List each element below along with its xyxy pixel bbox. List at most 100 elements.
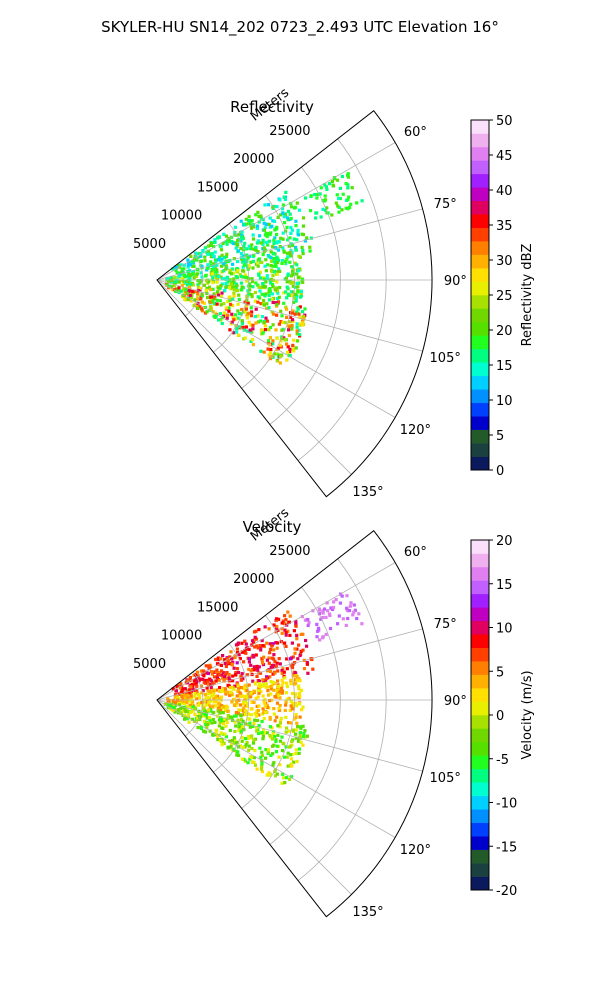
- radar-gate: [186, 258, 190, 262]
- radar-gate: [266, 263, 270, 267]
- radar-gate: [299, 740, 303, 744]
- radar-gate: [284, 644, 288, 648]
- radar-gate: [213, 270, 217, 274]
- radar-gate: [274, 262, 278, 267]
- radar-gate: [275, 313, 279, 317]
- radar-gate: [203, 246, 207, 250]
- radar-gate: [303, 307, 307, 311]
- radar-gate: [268, 232, 272, 237]
- radar-gate: [216, 290, 220, 294]
- colorbar-segment: [471, 863, 489, 877]
- radar-gate: [214, 679, 218, 683]
- radar-gate: [266, 689, 270, 693]
- radar-gate: [177, 280, 181, 284]
- radar-gate: [180, 268, 185, 272]
- radar-gate: [201, 669, 205, 673]
- radar-gate: [281, 667, 285, 671]
- radar-gate: [218, 708, 222, 712]
- radar-gate: [206, 695, 210, 700]
- radar-gate: [260, 658, 264, 662]
- azimuth-tick-label: 120°: [400, 843, 431, 858]
- radar-gate: [188, 268, 192, 273]
- radar-gate: [220, 726, 224, 730]
- radar-gate: [337, 196, 341, 201]
- radar-gate: [303, 239, 307, 243]
- radar-gate: [215, 263, 219, 267]
- radar-gate: [171, 708, 175, 713]
- range-tick-label: 5000: [133, 237, 166, 252]
- radar-gate: [285, 296, 289, 300]
- radar-gate: [286, 218, 290, 222]
- radar-gate: [259, 755, 263, 759]
- radar-gate: [177, 286, 181, 290]
- radar-gate: [224, 735, 228, 739]
- radar-gate: [250, 639, 255, 643]
- radar-gate: [229, 742, 234, 746]
- radar-gate: [173, 276, 177, 280]
- radar-gate: [186, 265, 190, 269]
- colorbar-segment: [471, 254, 489, 269]
- radar-gate: [227, 717, 231, 721]
- radar-gate: [191, 700, 195, 704]
- radar-gate: [234, 246, 238, 250]
- colorbar-tick-label: -20: [496, 884, 517, 899]
- radar-gate: [332, 600, 336, 604]
- radar-gate: [187, 715, 191, 719]
- radar-gate: [239, 257, 244, 261]
- radar-gate: [244, 743, 248, 747]
- radar-gate: [197, 289, 201, 293]
- radar-gate: [271, 680, 275, 684]
- radar-gate: [232, 318, 236, 322]
- radar-gate: [278, 696, 282, 700]
- radar-gate: [241, 719, 245, 723]
- radar-gate: [220, 673, 224, 677]
- range-ring: [213, 223, 250, 353]
- radar-gate: [304, 638, 308, 643]
- radar-gate: [209, 686, 213, 690]
- radar-gate: [289, 762, 293, 766]
- radar-gate: [181, 687, 185, 691]
- radar-gate: [267, 222, 271, 226]
- radar-gate: [228, 271, 232, 275]
- radar-gate: [347, 195, 351, 199]
- radar-gate: [273, 659, 277, 663]
- radar-gate: [232, 687, 236, 691]
- radar-gate: [272, 238, 276, 242]
- radar-gate: [274, 301, 278, 305]
- radar-gate: [271, 205, 275, 209]
- radar-gate: [275, 744, 279, 748]
- radar-gate: [324, 615, 328, 619]
- colorbar-segment: [471, 876, 489, 891]
- radar-gate: [219, 716, 223, 720]
- radar-gate: [345, 606, 349, 610]
- radar-gate: [278, 343, 282, 347]
- radar-gate: [284, 715, 288, 719]
- radar-gate: [203, 713, 207, 717]
- radar-gate: [178, 272, 182, 276]
- colorbar-segment: [471, 849, 489, 864]
- radar-gate: [268, 717, 272, 721]
- radar-gate: [237, 297, 241, 301]
- radar-gate: [275, 289, 279, 293]
- radar-gate: [269, 256, 273, 260]
- radar-gate: [281, 231, 285, 235]
- radar-gate: [250, 293, 254, 297]
- radar-gate: [282, 195, 286, 199]
- radar-gate: [253, 682, 258, 686]
- radar-gate: [205, 286, 209, 290]
- azimuth-line: [156, 208, 423, 281]
- radar-gate: [235, 753, 239, 757]
- radar-gate: [297, 747, 301, 751]
- radar-gate: [251, 259, 255, 263]
- radar-gate: [297, 328, 301, 332]
- radar-gate: [216, 656, 220, 660]
- radar-gate: [326, 609, 330, 613]
- radar-gate: [245, 673, 249, 677]
- radar-gate: [239, 714, 243, 718]
- radar-gate: [248, 725, 252, 729]
- radar-gate: [237, 728, 241, 732]
- radar-gate: [290, 666, 295, 670]
- radar-gate: [175, 271, 179, 275]
- radar-gate: [191, 283, 195, 287]
- radar-gate: [232, 736, 236, 740]
